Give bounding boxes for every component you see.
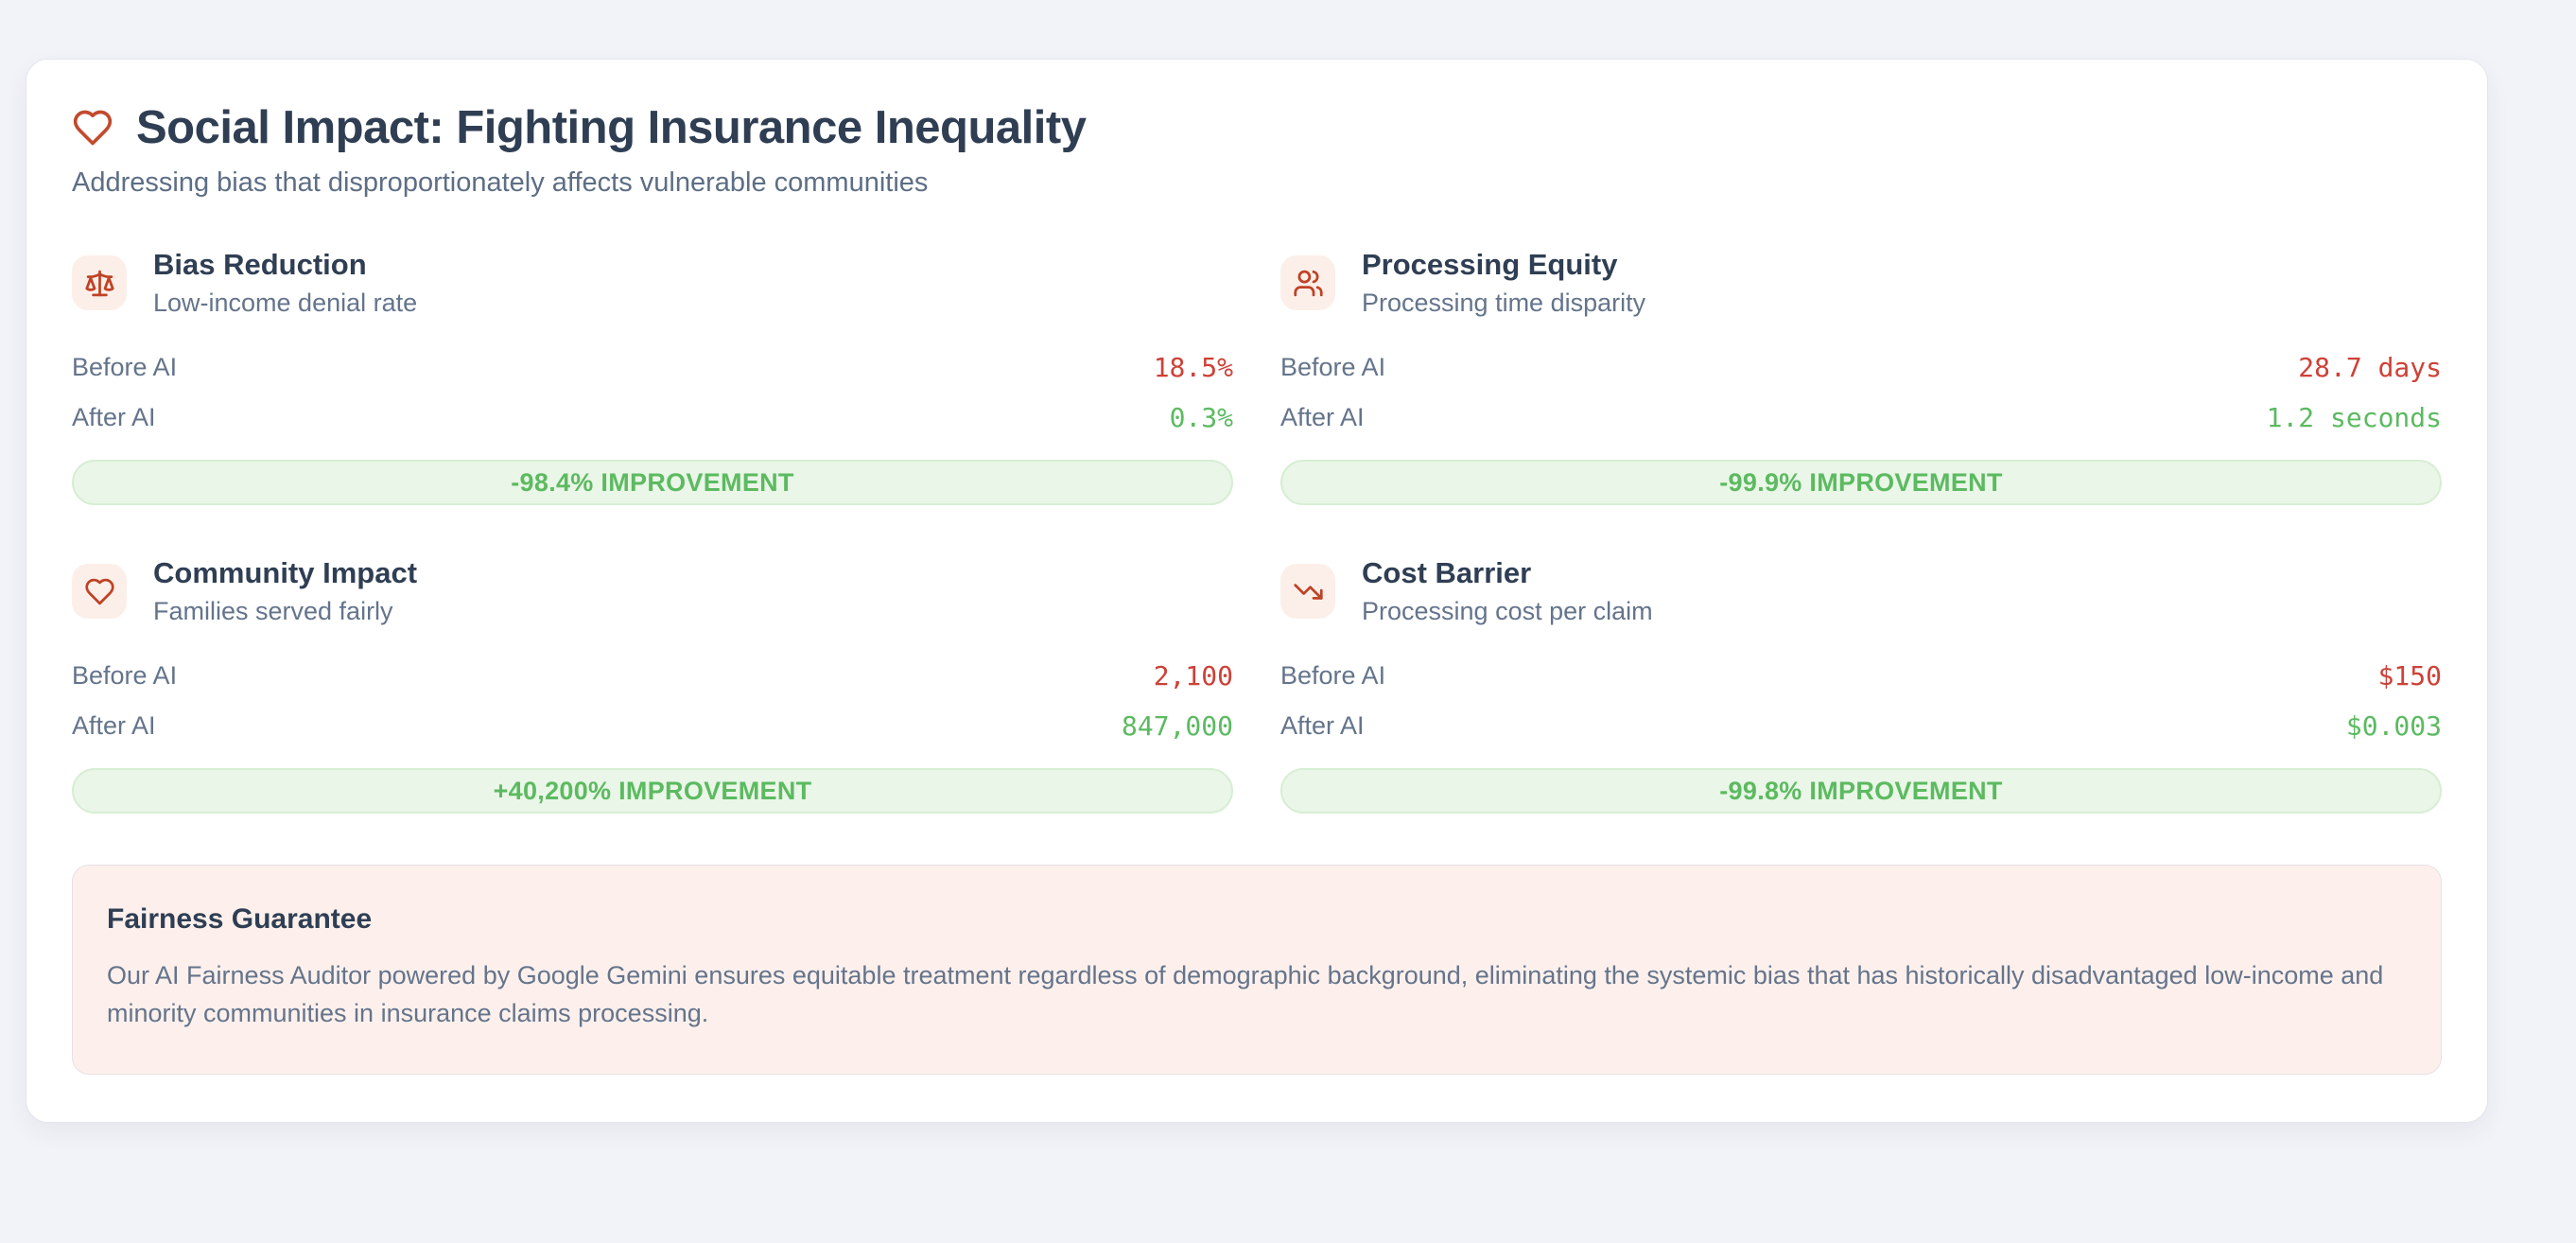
heart-icon xyxy=(73,110,113,146)
before-ai-row: Before AI 2,100 xyxy=(72,651,1233,701)
after-ai-value: 0.3% xyxy=(1169,402,1233,433)
metric-rows: Before AI 28.7 days After AI 1.2 seconds xyxy=(1280,342,2442,443)
before-ai-value: 28.7 days xyxy=(2298,352,2442,383)
metric-card-bias-reduction: Bias Reduction Low-income denial rate Be… xyxy=(72,248,1233,505)
metric-head-text: Cost Barrier Processing cost per claim xyxy=(1362,556,1653,626)
before-ai-label: Before AI xyxy=(72,661,178,690)
improvement-badge: -98.4% IMPROVEMENT xyxy=(72,460,1233,505)
metric-title: Cost Barrier xyxy=(1362,556,1532,589)
fairness-body: Our AI Fairness Auditor powered by Googl… xyxy=(107,961,2384,1027)
fairness-title: Fairness Guarantee xyxy=(107,903,373,935)
before-ai-label: Before AI xyxy=(72,353,178,381)
metric-card-processing-equity: Processing Equity Processing time dispar… xyxy=(1280,248,2442,505)
before-ai-row: Before AI $150 xyxy=(1280,651,2442,701)
metric-subtitle: Processing cost per claim xyxy=(1362,597,1653,625)
trending-down-icon xyxy=(1280,564,1335,619)
before-ai-row: Before AI 28.7 days xyxy=(1280,342,2442,393)
after-ai-row: After AI 847,000 xyxy=(72,701,1233,751)
after-ai-row: After AI 0.3% xyxy=(72,393,1233,443)
metric-card-community-impact: Community Impact Families served fairly … xyxy=(72,556,1233,814)
before-ai-label: Before AI xyxy=(1280,353,1386,381)
after-ai-label: After AI xyxy=(72,711,156,740)
metrics-grid: Bias Reduction Low-income denial rate Be… xyxy=(72,248,2442,814)
metric-head-text: Bias Reduction Low-income denial rate xyxy=(153,248,417,318)
metric-subtitle: Processing time disparity xyxy=(1362,289,1646,317)
metric-title: Bias Reduction xyxy=(153,248,367,281)
page-title: Social Impact: Fighting Insurance Inequa… xyxy=(136,102,1087,153)
metric-card-cost-barrier: Cost Barrier Processing cost per claim B… xyxy=(1280,556,2442,814)
metric-head: Community Impact Families served fairly xyxy=(72,556,1233,626)
scales-icon xyxy=(72,255,127,310)
before-ai-value: 2,100 xyxy=(1153,660,1233,692)
before-ai-label: Before AI xyxy=(1280,661,1386,690)
social-impact-panel: Social Impact: Fighting Insurance Inequa… xyxy=(26,59,2488,1123)
metric-rows: Before AI $150 After AI $0.003 xyxy=(1280,651,2442,751)
after-ai-label: After AI xyxy=(1280,711,1365,740)
after-ai-row: After AI $0.003 xyxy=(1280,701,2442,751)
after-ai-value: $0.003 xyxy=(2345,710,2442,742)
metric-rows: Before AI 2,100 After AI 847,000 xyxy=(72,651,1233,751)
page-subtitle: Addressing bias that disproportionately … xyxy=(72,167,929,198)
metric-subtitle: Low-income denial rate xyxy=(153,289,418,317)
after-ai-value: 1.2 seconds xyxy=(2266,402,2442,433)
improvement-badge: -99.9% IMPROVEMENT xyxy=(1280,460,2442,505)
after-ai-label: After AI xyxy=(1280,403,1365,431)
after-ai-label: After AI xyxy=(72,403,156,431)
metric-subtitle: Families served fairly xyxy=(153,597,393,625)
after-ai-row: After AI 1.2 seconds xyxy=(1280,393,2442,443)
heart-icon xyxy=(72,564,127,619)
metric-title: Community Impact xyxy=(153,556,418,589)
metric-rows: Before AI 18.5% After AI 0.3% xyxy=(72,342,1233,443)
before-ai-value: 18.5% xyxy=(1153,352,1233,383)
panel-header: Social Impact: Fighting Insurance Inequa… xyxy=(72,101,2442,199)
metric-head: Cost Barrier Processing cost per claim xyxy=(1280,556,2442,626)
metric-head-text: Processing Equity Processing time dispar… xyxy=(1362,248,1645,318)
metric-head: Processing Equity Processing time dispar… xyxy=(1280,248,2442,318)
fairness-guarantee-box: Fairness Guarantee Our AI Fairness Audit… xyxy=(72,865,2442,1075)
before-ai-value: $150 xyxy=(2377,660,2442,692)
users-icon xyxy=(1280,255,1335,310)
metric-title: Processing Equity xyxy=(1362,248,1618,281)
improvement-badge: -99.8% IMPROVEMENT xyxy=(1280,768,2442,814)
title-row: Social Impact: Fighting Insurance Inequa… xyxy=(72,101,2442,154)
after-ai-value: 847,000 xyxy=(1121,710,1233,742)
improvement-badge: +40,200% IMPROVEMENT xyxy=(72,768,1233,814)
metric-head-text: Community Impact Families served fairly xyxy=(153,556,417,626)
metric-head: Bias Reduction Low-income denial rate xyxy=(72,248,1233,318)
before-ai-row: Before AI 18.5% xyxy=(72,342,1233,393)
